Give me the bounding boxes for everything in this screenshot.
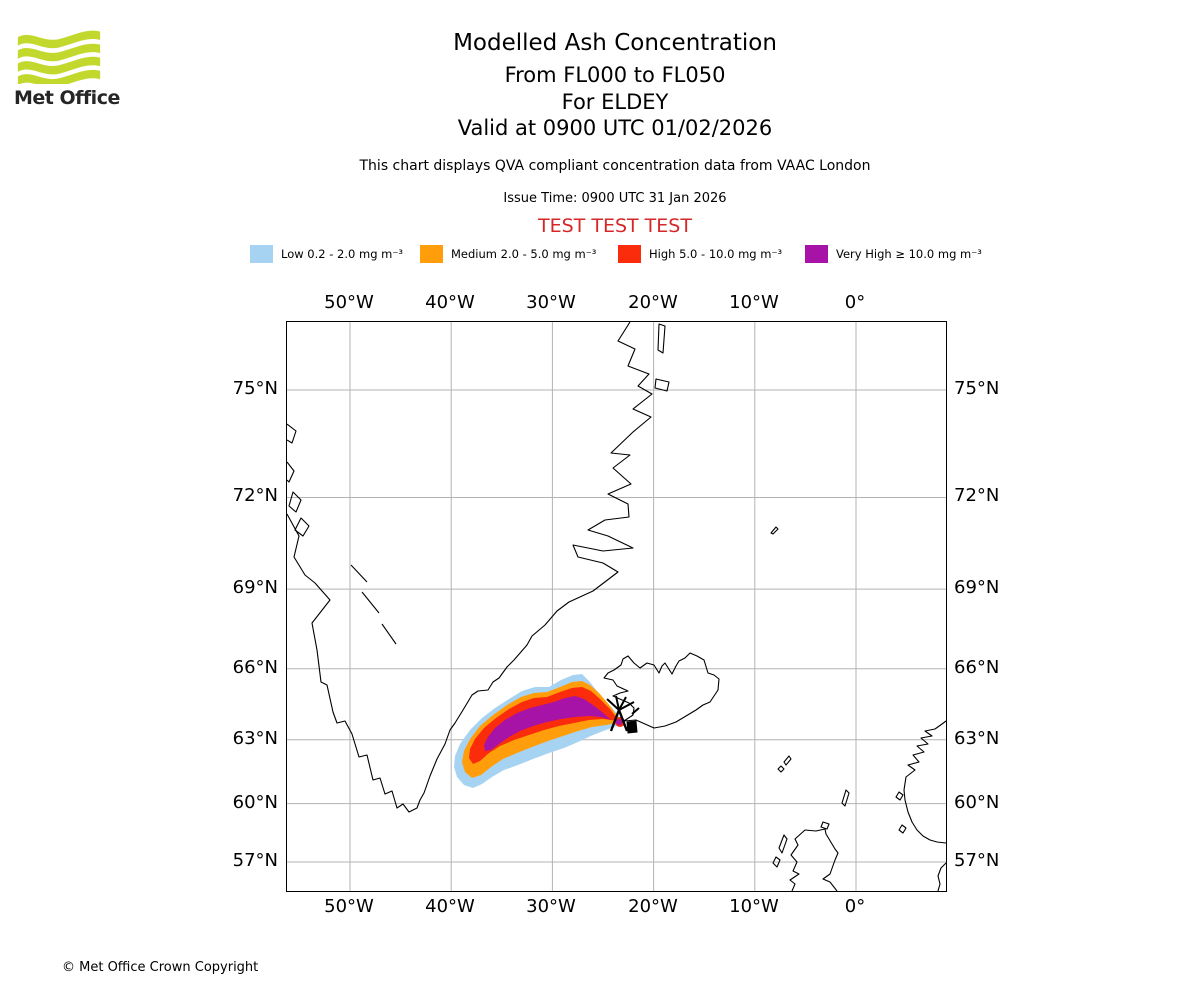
legend-item-low: Low 0.2 - 2.0 mg m⁻³ bbox=[250, 245, 403, 263]
lat-tick-left-57n: 57°N bbox=[232, 850, 278, 871]
lat-tick-left-72n: 72°N bbox=[232, 485, 278, 506]
legend-label-high: High 5.0 - 10.0 mg m⁻³ bbox=[649, 247, 783, 261]
lon-tick-top-30w: 30°W bbox=[526, 292, 576, 313]
map-canvas bbox=[286, 321, 947, 892]
greenland-fjord-line-1 bbox=[361, 591, 380, 614]
coast-greenland-west-islet-2 bbox=[294, 517, 310, 537]
volcano-marker bbox=[606, 695, 640, 734]
coast-shetland bbox=[841, 789, 850, 807]
coast-greenland bbox=[286, 321, 653, 813]
coast-norway bbox=[903, 720, 947, 844]
coast-greenland-islet-1 bbox=[657, 323, 666, 354]
lon-tick-top-0: 0° bbox=[844, 292, 866, 313]
lon-tick-bottom-40w: 40°W bbox=[425, 896, 475, 917]
coast-iceland bbox=[603, 652, 720, 729]
legend-swatch-medium bbox=[420, 245, 443, 263]
lat-tick-left-75n: 75°N bbox=[232, 378, 278, 399]
lat-tick-left-60n: 60°N bbox=[232, 792, 278, 813]
map-svg bbox=[286, 321, 947, 892]
valid-time-subtitle: Valid at 0900 UTC 01/02/2026 bbox=[457, 116, 773, 140]
legend-swatch-high bbox=[618, 245, 641, 263]
lat-tick-right-57n: 57°N bbox=[954, 850, 1000, 871]
flight-level-subtitle: From FL000 to FL050 bbox=[504, 63, 726, 87]
met-office-logo-text: Met Office bbox=[14, 87, 120, 109]
ash-contour-very-high bbox=[484, 696, 611, 751]
lon-tick-top-40w: 40°W bbox=[425, 292, 475, 313]
ash-tip-very-high bbox=[616, 719, 622, 725]
logo-waves bbox=[17, 30, 101, 84]
lon-tick-bottom-10w: 10°W bbox=[729, 896, 779, 917]
lat-tick-left-69n: 69°N bbox=[232, 577, 278, 598]
lon-tick-bottom-50w: 50°W bbox=[324, 896, 374, 917]
legend-label-medium: Medium 2.0 - 5.0 mg m⁻³ bbox=[451, 247, 597, 261]
coast-faroe-1 bbox=[783, 755, 792, 766]
coast-greenland-islet-2 bbox=[654, 378, 670, 392]
coast-orkney bbox=[820, 821, 830, 830]
coast-hebrides-2 bbox=[772, 856, 781, 868]
legend-item-medium: Medium 2.0 - 5.0 mg m⁻³ bbox=[420, 245, 596, 263]
lon-tick-top-50w: 50°W bbox=[324, 292, 374, 313]
lon-tick-bottom-0: 0° bbox=[844, 896, 866, 917]
lat-tick-right-72n: 72°N bbox=[954, 485, 1000, 506]
legend-label-very-high: Very High ≥ 10.0 mg m⁻³ bbox=[836, 247, 982, 261]
issue-time: Issue Time: 0900 UTC 31 Jan 2026 bbox=[503, 191, 727, 206]
qva-note: This chart displays QVA compliant concen… bbox=[359, 158, 871, 174]
coast-greenland-west-fragment-2 bbox=[286, 461, 295, 483]
coast-faroe-2 bbox=[777, 765, 785, 773]
lat-tick-right-60n: 60°N bbox=[954, 792, 1000, 813]
legend-item-high: High 5.0 - 10.0 mg m⁻³ bbox=[618, 245, 782, 263]
coast-greenland-west-fragment-1 bbox=[286, 423, 297, 444]
lat-tick-right-75n: 75°N bbox=[954, 378, 1000, 399]
legend-label-low: Low 0.2 - 2.0 mg m⁻³ bbox=[281, 247, 404, 261]
coast-scotland bbox=[789, 828, 839, 892]
lat-tick-left-66n: 66°N bbox=[232, 657, 278, 678]
lat-tick-left-63n: 63°N bbox=[232, 728, 278, 749]
lon-tick-top-10w: 10°W bbox=[729, 292, 779, 313]
coast-norway-islet-2 bbox=[898, 824, 907, 834]
lon-tick-bottom-20w: 20°W bbox=[628, 896, 678, 917]
met-office-logo bbox=[17, 30, 101, 84]
coast-greenland-west-islet-1 bbox=[288, 491, 302, 513]
copyright-notice: © Met Office Crown Copyright bbox=[62, 960, 259, 975]
volcano-subtitle: For ELDEY bbox=[561, 90, 669, 114]
coast-jan-mayen bbox=[770, 526, 779, 535]
coast-hebrides-1 bbox=[778, 834, 788, 854]
test-banner: TEST TEST TEST bbox=[538, 215, 692, 237]
greenland-fjord-line-2 bbox=[381, 623, 397, 645]
lon-tick-bottom-30w: 30°W bbox=[526, 896, 576, 917]
legend-swatch-very-high bbox=[805, 245, 828, 263]
legend-swatch-low bbox=[250, 245, 273, 263]
coastlines bbox=[286, 321, 947, 892]
legend-item-very-high: Very High ≥ 10.0 mg m⁻³ bbox=[805, 245, 982, 263]
coast-denmark bbox=[937, 862, 947, 892]
lat-tick-right-63n: 63°N bbox=[954, 728, 1000, 749]
lon-tick-top-20w: 20°W bbox=[628, 292, 678, 313]
lat-tick-right-66n: 66°N bbox=[954, 657, 1000, 678]
graticule bbox=[287, 322, 946, 891]
coast-norway-islet-1 bbox=[895, 791, 904, 801]
lat-tick-right-69n: 69°N bbox=[954, 577, 1000, 598]
page-title: Modelled Ash Concentration bbox=[453, 30, 777, 56]
greenland-fjord-line-3 bbox=[350, 564, 368, 583]
